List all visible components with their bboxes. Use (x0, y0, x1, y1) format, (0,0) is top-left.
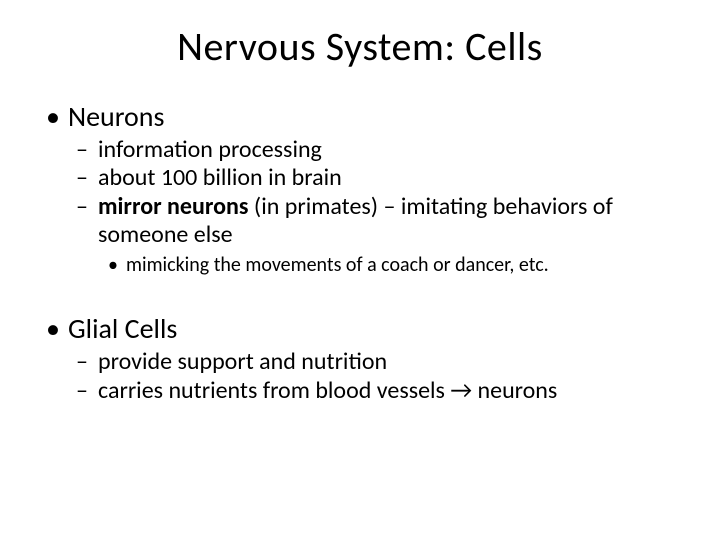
bullet-text: provide support and nutrition (98, 347, 387, 376)
list-item: carries nutrients from blood vessels → n… (68, 377, 680, 405)
bullet-text: about 100 billion in brain (98, 163, 342, 192)
bullet-list-level2: provide support and nutrition carries nu… (68, 348, 680, 405)
bullet-text: mimicking the movements of a coach or da… (126, 253, 549, 277)
bullet-list-level1: Neurons information processing about 100… (40, 99, 680, 405)
list-item: about 100 billion in brain (68, 164, 680, 192)
list-item: mirror neurons (in primates) – imitating… (68, 193, 680, 278)
list-item: mimicking the movements of a coach or da… (98, 253, 680, 277)
slide-title: Nervous System: Cells (0, 0, 720, 71)
bullet-text: information processing (98, 135, 322, 164)
list-item: information processing (68, 136, 680, 164)
bullet-text: Glial Cells (68, 311, 177, 346)
list-item: provide support and nutrition (68, 348, 680, 376)
bullet-list-level2: information processing about 100 billion… (68, 136, 680, 277)
slide: Nervous System: Cells Neurons informatio… (0, 0, 720, 540)
bullet-text: Neurons (68, 99, 164, 134)
bullet-text-bold: mirror neurons (98, 192, 248, 221)
bullet-list-level3: mimicking the movements of a coach or da… (98, 253, 680, 277)
list-item: Neurons information processing about 100… (40, 99, 680, 277)
slide-body: Neurons information processing about 100… (0, 71, 720, 405)
list-item: Glial Cells provide support and nutritio… (40, 311, 680, 405)
bullet-text: carries nutrients from blood vessels → n… (98, 376, 557, 405)
